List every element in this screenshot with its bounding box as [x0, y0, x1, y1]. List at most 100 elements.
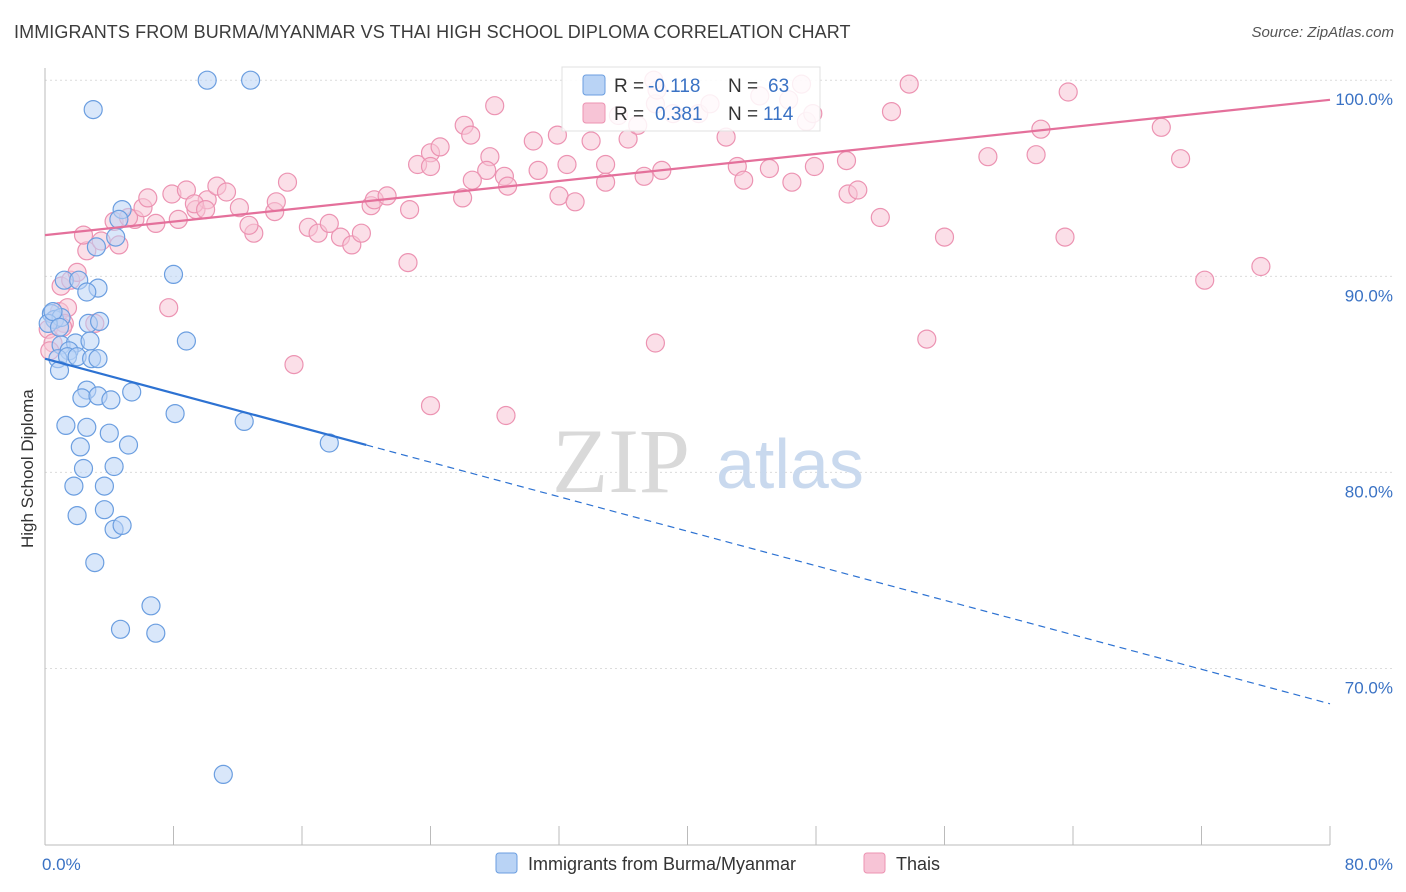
- blue-point: [49, 360, 70, 380]
- pink-point: [917, 329, 937, 349]
- blue-point: [197, 70, 217, 90]
- pink-point: [485, 96, 505, 116]
- stats-n-value-blue: 63: [768, 76, 789, 97]
- blue-point: [112, 515, 132, 536]
- pink-point: [159, 298, 179, 318]
- pink-point: [284, 355, 304, 375]
- pink-point: [430, 137, 450, 157]
- pink-point: [645, 333, 666, 353]
- trend-layer: [44, 98, 1331, 705]
- blue-point: [163, 264, 184, 284]
- y-tick-label: 80.0%: [1345, 482, 1393, 501]
- pink-point: [319, 213, 339, 233]
- x-tick-label-max: 80.0%: [1345, 855, 1393, 874]
- pink-trend-line: [44, 98, 1331, 237]
- chart-source: Source: ZipAtlas.com: [1251, 24, 1394, 41]
- blue-point: [49, 317, 70, 337]
- pink-point: [528, 160, 548, 180]
- blue-trend-line: [44, 357, 367, 447]
- blue-point: [122, 382, 142, 402]
- pink-point: [400, 200, 420, 220]
- blue-point: [110, 619, 131, 639]
- blue-point: [165, 404, 185, 424]
- pink-point: [420, 156, 441, 177]
- pink-point: [870, 207, 890, 228]
- pink-point: [1058, 82, 1078, 102]
- blue-point: [88, 349, 108, 369]
- watermark-zip: ZIP: [552, 410, 690, 512]
- y-axis-title: High School Diploma: [18, 389, 37, 548]
- blue-point: [94, 476, 115, 496]
- pink-point: [377, 186, 397, 206]
- blue-point: [106, 227, 126, 247]
- pink-point: [266, 192, 286, 212]
- stats-r-label-pink: R =: [614, 104, 644, 125]
- pink-point: [1170, 149, 1191, 169]
- pink-point: [461, 125, 481, 145]
- blue-point: [176, 331, 196, 351]
- legend-label-pink: Thais: [896, 854, 940, 874]
- pink-point: [1055, 227, 1075, 247]
- pink-point: [1151, 117, 1171, 137]
- pink-point: [420, 396, 441, 416]
- pink-point: [759, 158, 780, 179]
- blue-point: [99, 423, 119, 443]
- pink-point: [734, 170, 754, 190]
- pink-point: [462, 170, 482, 190]
- blue-point: [104, 456, 124, 477]
- legend-label-blue: Immigrants from Burma/Myanmar: [528, 854, 796, 874]
- stats-r-label-blue: R =: [614, 76, 644, 97]
- pink-point: [523, 131, 543, 151]
- legend-swatch-blue: [495, 852, 518, 874]
- pink-point: [453, 188, 473, 208]
- stats-n-label-blue: N =: [728, 76, 758, 97]
- pink-point: [496, 405, 516, 426]
- blue-point: [94, 500, 115, 520]
- pink-point: [1251, 256, 1271, 277]
- stats-box: R = -0.118 N = 63 R = 0.381 N = 114: [561, 66, 821, 132]
- chart-title: IMMIGRANTS FROM BURMA/MYANMAR VS THAI HI…: [14, 22, 851, 42]
- y-tick-label: 70.0%: [1345, 679, 1393, 698]
- pink-point: [398, 253, 418, 273]
- pink-point: [782, 172, 802, 192]
- blue-point: [80, 331, 100, 351]
- pink-point: [848, 180, 868, 200]
- pink-point: [634, 166, 654, 186]
- blue-point: [77, 417, 97, 437]
- pink-point: [565, 192, 585, 212]
- pink-point: [229, 198, 249, 218]
- blue-point: [85, 552, 105, 573]
- blue-point: [241, 70, 261, 90]
- blue-point: [70, 437, 90, 457]
- y-tick-label: 100.0%: [1335, 90, 1393, 109]
- blue-point: [86, 237, 107, 257]
- blue-point: [56, 415, 76, 435]
- pink-point: [1026, 145, 1046, 165]
- stats-n-value-pink: 114: [763, 104, 794, 125]
- blue-trend-extension: [366, 444, 1331, 705]
- pink-point: [595, 172, 616, 192]
- pink-point: [595, 154, 616, 175]
- pink-point: [978, 147, 998, 167]
- pink-point: [1195, 270, 1215, 290]
- blue-point: [64, 476, 84, 496]
- pink-point: [477, 160, 497, 180]
- pink-point: [881, 101, 902, 122]
- pink-point: [277, 172, 298, 192]
- stats-n-label-pink: N =: [728, 104, 758, 125]
- legend-swatch-pink: [863, 852, 886, 874]
- pink-point: [351, 223, 371, 243]
- blue-point: [141, 596, 161, 616]
- blue-point: [146, 623, 166, 643]
- y-tick-label: 90.0%: [1345, 286, 1393, 305]
- blue-point: [118, 435, 139, 455]
- stats-swatch-pink: [582, 102, 606, 124]
- pink-point: [239, 215, 259, 235]
- blue-point: [234, 411, 254, 431]
- grid-layer: [45, 79, 1392, 670]
- blue-point: [213, 764, 233, 785]
- pink-point: [549, 186, 569, 206]
- pink-point: [196, 200, 216, 220]
- x-tick-label-min: 0.0%: [42, 855, 81, 874]
